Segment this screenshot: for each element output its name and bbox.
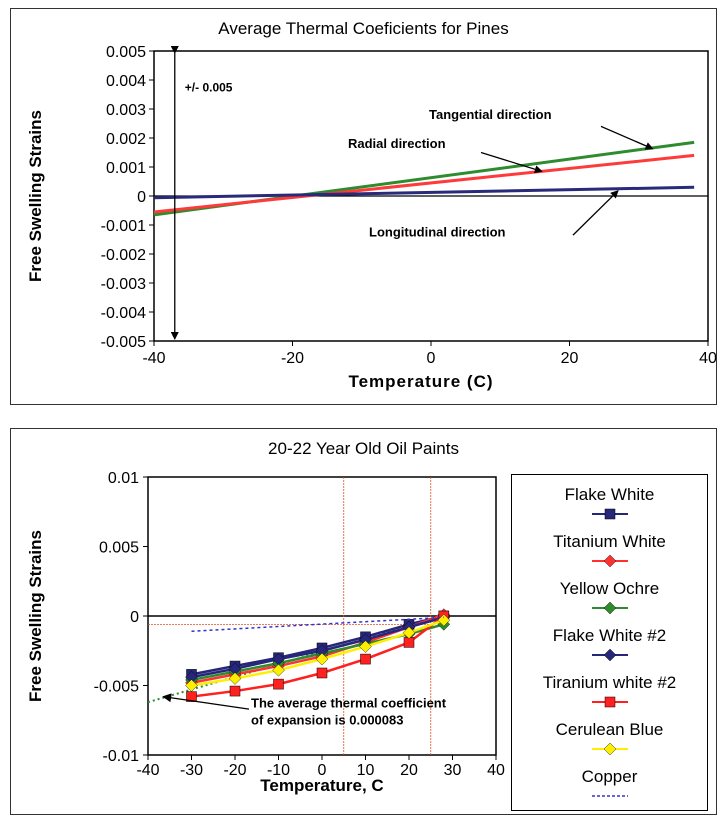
x-tick-label: 0 (318, 762, 327, 779)
x-tick-label: -20 (281, 350, 304, 367)
y-axis-label: Free Swelling Strains (26, 530, 45, 702)
tangential-arrow (600, 125, 654, 150)
marker-tiranium-white-2 (604, 696, 615, 708)
legend-label: Flake White #2 (552, 626, 667, 645)
marker-cerulean-blue (272, 663, 285, 677)
x-tick-label: -20 (223, 762, 246, 779)
y-tick-label: 0.002 (106, 131, 146, 148)
y-tick-label: 0.005 (106, 44, 146, 61)
legend-item-yellow-ochre: Yellow Ochre (512, 579, 707, 615)
marker-yellow-ochre (603, 601, 616, 615)
average-arrow (162, 693, 250, 710)
y-tick-label: 0 (130, 609, 139, 626)
radial-label: Radial direction (348, 136, 446, 151)
longitudinal-arrow (572, 190, 619, 236)
y-tick-label: -0.001 (101, 218, 146, 235)
marker-tiranium-white-2 (360, 653, 371, 665)
y-tick-label: 0 (137, 189, 146, 206)
pines-chart-panel: Average Thermal Coeficients for Pines 0.… (10, 8, 717, 405)
x-tick-label: -40 (136, 762, 159, 779)
series-line-copper (191, 616, 444, 633)
series-line-radial (153, 153, 695, 214)
series-copper (191, 616, 444, 633)
y-tick-label: -0.01 (103, 748, 140, 765)
legend-item-titanium-white: Titanium White (512, 532, 707, 568)
oil-paints-chart-panel: 20-22 Year Old Oil Paints 0.01 0.005 0 -0.0… (10, 428, 717, 815)
x-tick-label: 10 (357, 762, 375, 779)
legend-item-tiranium-white-2: Tiranium white #2 (512, 673, 707, 709)
x-tick-label: -10 (267, 762, 290, 779)
y-tick-label: -0.005 (94, 679, 139, 696)
marker-cerulean-blue (228, 672, 242, 685)
marker-flake-white (604, 508, 615, 520)
longitudinal-label: Longitudinal direction (369, 225, 506, 240)
legend-swatch (591, 742, 628, 756)
series-line-longitudinal (153, 185, 695, 200)
x-tick-label: 20 (561, 350, 579, 367)
legend-swatch (591, 795, 628, 797)
y-tick-label: -0.002 (101, 247, 146, 264)
legend-swatch (591, 696, 628, 708)
y-tick-label: 0.001 (106, 160, 146, 177)
y-tick-label: 0.005 (99, 540, 139, 557)
oil-paints-chart-title: 20-22 Year Old Oil Paints (268, 439, 459, 458)
marker-titanium-white (603, 554, 616, 568)
y-tick-label: 0.004 (106, 73, 146, 90)
pines-chart-title: Average Thermal Coeficients for Pines (218, 19, 509, 38)
legend-swatch (591, 601, 628, 615)
legend-label: Titanium White (553, 532, 666, 551)
oil-paints-legend: Flake White Titanium White Yellow Ochre Fla… (511, 474, 708, 811)
x-axis-label: Temperature, C (260, 776, 383, 795)
marker-tiranium-white-2 (273, 678, 284, 690)
radial-arrow (480, 151, 543, 174)
y-tick-label: -0.003 (101, 276, 146, 293)
legend-label: Yellow Ochre (559, 579, 660, 598)
legend-swatch (591, 554, 628, 568)
marker-cerulean-blue (315, 652, 329, 666)
x-tick-label: 0 (427, 350, 436, 367)
average-annotation-line2: of expansion is 0.000083 (251, 713, 403, 728)
pines-chart-svg: 0.005 0.004 0.003 0.002 0.001 0 -0.001 -0.002 -0… (26, 44, 717, 391)
legend-item-cerulean-blue: Cerulean Blue (512, 720, 707, 756)
x-axis-label: Temperature (C) (348, 372, 493, 391)
y-tick-label: 0.003 (106, 102, 146, 119)
marker-flake-white-2 (603, 648, 616, 662)
legend-label: Flake White (564, 485, 655, 504)
legend-item-flake-white: Flake White (512, 485, 707, 521)
x-tick-label: 40 (487, 762, 505, 779)
x-tick-label: 20 (400, 762, 418, 779)
marker-tiranium-white-2 (316, 667, 328, 679)
y-tick-label: 0.01 (108, 470, 139, 487)
average-annotation-line1: The average thermal coefficient (251, 696, 447, 711)
legend-swatch (591, 508, 628, 520)
marker-tiranium-white-2 (229, 685, 241, 697)
legend-label: Copper (581, 767, 638, 786)
marker-cerulean-blue (402, 626, 416, 639)
legend-swatch (591, 648, 628, 662)
x-tick-label: 40 (699, 350, 716, 367)
legend-item-flake-white-2: Flake White #2 (512, 626, 707, 662)
marker-cerulean-blue (359, 640, 372, 653)
range-annotation: +/- 0.005 (185, 81, 233, 95)
y-tick-label: -0.004 (101, 305, 146, 322)
x-tick-label: 30 (444, 762, 462, 779)
oil-paints-chart-svg: 0.01 0.005 0 -0.005 -0.01-40 -30 -20 -10 0 10 20 30… (26, 470, 505, 795)
legend-label: Cerulean Blue (555, 720, 664, 739)
series-cerulean-blue (185, 613, 451, 692)
x-tick-label: -30 (180, 762, 203, 779)
x-tick-label: -40 (142, 350, 165, 367)
marker-cerulean-blue (185, 679, 198, 692)
legend-label: Tiranium white #2 (542, 673, 677, 692)
marker-cerulean-blue (603, 742, 616, 756)
y-tick-label: -0.005 (101, 334, 146, 351)
tangential-label: Tangential direction (429, 107, 552, 122)
y-axis-label: Free Swelling Strains (26, 110, 45, 282)
legend-item-copper: Copper (512, 767, 707, 803)
